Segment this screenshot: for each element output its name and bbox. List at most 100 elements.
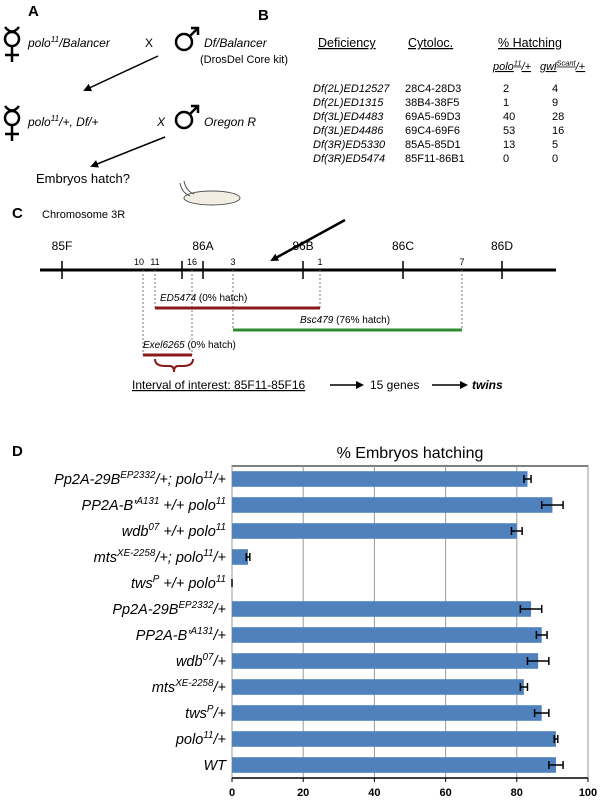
text-part: mts [94, 550, 117, 566]
genotype: polo11/+, Df/+ [27, 114, 99, 129]
error-bar-line [519, 683, 529, 691]
table-cell: 16 [552, 125, 564, 137]
text-part: polo [492, 61, 514, 73]
interval: Interval of interest: 85F11-85F16 [132, 378, 306, 392]
table-cell: 40 [503, 111, 515, 123]
text-part: 11 [51, 114, 59, 123]
breakpoint: 16 [187, 257, 197, 267]
dish [179, 180, 241, 206]
y-tick-label: Pp2A-29BEP2332/+ [112, 600, 226, 618]
gene: twins [472, 378, 503, 392]
cross-sign: X [156, 115, 166, 129]
table-cell: 85A5-85D1 [405, 139, 461, 151]
text-part: +/+ polo [159, 498, 215, 514]
text-part: /+ [213, 628, 227, 644]
y-tick-label: wdb07/+ [176, 652, 226, 670]
text-part: polo [27, 115, 51, 129]
table-cell: 69C4-69F6 [405, 125, 460, 137]
x-tick-label: 0 [229, 787, 235, 799]
table-cell: Df(2L)ED1315 [313, 97, 384, 109]
bar [232, 653, 539, 669]
text-part: P [207, 704, 214, 715]
band-label: 86C [392, 239, 414, 253]
text-part: /+, Df/+ [58, 115, 98, 129]
table-cell: Df(3L)ED4486 [313, 125, 384, 137]
table-cell: 2 [503, 83, 509, 95]
error-bar-line [245, 553, 251, 561]
deficiency-name: Bsc479 [300, 315, 334, 326]
x-tick-label: 20 [297, 787, 309, 799]
brace [154, 358, 194, 373]
text-part: EP2332 [178, 600, 214, 611]
y-tick-label: polo11/+ [175, 730, 226, 748]
text-part: /+; polo [154, 550, 203, 566]
text-part: EP2332 [120, 470, 156, 481]
text-part: /Balancer [58, 36, 111, 50]
y-tick-label: PP2A-B’A131 +/+ polo11 [82, 496, 226, 514]
text-part: /+ [213, 706, 227, 722]
error-bar-line [519, 605, 543, 613]
text-part: A131 [135, 496, 159, 507]
deficiency-label: Bsc479 (76% hatch) [300, 315, 390, 326]
deficiency-note: (76% hatch) [333, 315, 390, 326]
breakpoint: 7 [459, 257, 464, 267]
band-label: 86B [292, 239, 313, 253]
text-part: 11 [216, 496, 226, 507]
note: (DrosDel Core kit) [200, 54, 288, 66]
text-part: 11 [203, 548, 213, 559]
table-cell: 0 [503, 153, 509, 165]
bar [232, 471, 528, 487]
table-cell: 69A5-69D3 [405, 111, 461, 123]
deficiency-note: (0% hatch) [196, 293, 247, 304]
panel-letter: B [258, 7, 269, 24]
error-bar-line [540, 501, 564, 509]
text-part: 11 [514, 59, 522, 68]
text-part: P [153, 574, 160, 585]
table-cell: 28 [552, 111, 564, 123]
y-tick-label: PP2A-B’A131/+ [136, 626, 226, 644]
table-subheader: polo11/+ [492, 59, 532, 73]
text-part: 11 [51, 35, 59, 44]
table-header: Deficiency [318, 36, 376, 50]
text-part: /+ [575, 61, 586, 73]
y-tick-label: twsP +/+ polo11 [131, 574, 226, 592]
error-bar-line [533, 709, 550, 717]
deficiency-name: Exel6265 [143, 340, 185, 351]
text-part: A131 [190, 626, 214, 637]
text-part: 11 [203, 470, 213, 481]
text-part: XE-2258 [116, 548, 156, 559]
text-part: Pp2A-29B [54, 472, 120, 488]
text-part: WT [203, 758, 227, 774]
error-bar [540, 501, 564, 509]
text-part: /+ [213, 602, 227, 618]
error-bar-line [535, 631, 548, 639]
error-bar [245, 553, 251, 561]
error-bar [519, 683, 529, 691]
x-tick-label: 40 [368, 787, 380, 799]
text-part: +/+ polo [159, 576, 215, 592]
panel-letter: A [28, 3, 39, 20]
text-part: polo [175, 732, 203, 748]
table-cell: Df(3R)ED5474 [313, 153, 385, 165]
table-cell: Df(2L)ED12527 [313, 83, 390, 95]
bar [232, 601, 532, 617]
panel-letter: D [12, 443, 23, 460]
text-part: 07 [203, 652, 214, 663]
bar [232, 757, 556, 773]
band-label: 86D [491, 239, 513, 253]
breakpoint: 1 [317, 257, 322, 267]
text-part: /+; polo [154, 472, 203, 488]
text-part: /+ [213, 654, 227, 670]
map-title: Chromosome 3R [42, 209, 125, 221]
text-part: /+ [213, 732, 227, 748]
table-header: % Hatching [498, 36, 562, 50]
panel-letter: C [12, 205, 23, 222]
error-bar [526, 657, 550, 665]
table-header: Cytoloc. [408, 36, 453, 50]
text-part: polo [27, 36, 51, 50]
error-bar [548, 761, 564, 769]
error-bar-line [510, 527, 523, 535]
error-bar-line [553, 735, 559, 743]
cross-icons [3, 26, 200, 141]
